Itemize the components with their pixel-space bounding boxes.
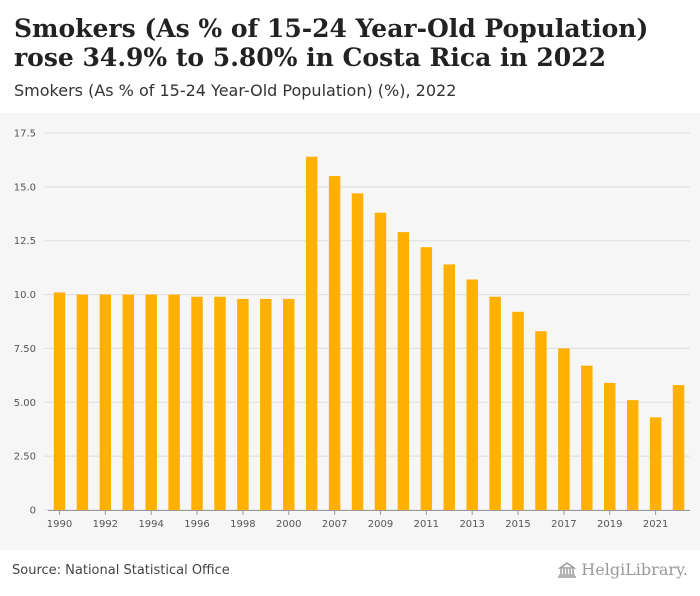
x-tick-label: 2013 — [459, 519, 484, 530]
chart-area: 0 2.50 5.00 7.50 10.0 12.5 15.0 17.5 1990 1992 199… — [0, 113, 700, 550]
library-building-icon — [557, 561, 577, 578]
bar-2021 — [649, 417, 662, 510]
x-tick-label: 2009 — [368, 519, 393, 530]
x-tick-label: 2000 — [276, 519, 301, 530]
bar-1996 — [191, 296, 203, 510]
chart-title: Smokers (As % of 15-24 Year-Old Populati… — [14, 14, 649, 72]
source-note: Source: National Statistical Office — [12, 563, 230, 578]
x-tick-label: 2019 — [597, 519, 622, 530]
bar-2010 — [397, 232, 410, 510]
y-tick-label: 5.00 — [14, 398, 36, 409]
bar-2018 — [581, 365, 593, 510]
bar-2011 — [420, 247, 433, 511]
bar-2014 — [489, 296, 501, 510]
y-tick-label: 15.0 — [14, 182, 36, 193]
y-tick-label: 10.0 — [14, 290, 36, 301]
bar-1991 — [76, 294, 89, 510]
y-tick-label: 2.50 — [14, 452, 36, 463]
bar-2019 — [604, 382, 616, 510]
bar-1997 — [214, 296, 226, 510]
x-tick-label: 2017 — [551, 519, 576, 530]
y-tick-label: 12.5 — [14, 236, 36, 247]
bar-1993 — [122, 294, 134, 510]
x-tick-label: 2021 — [643, 519, 668, 530]
bar-2007 — [328, 176, 341, 511]
bar-2000 — [283, 298, 295, 510]
bar-2016 — [535, 331, 547, 510]
bar-2012 — [443, 264, 455, 510]
bar-1995 — [168, 294, 180, 510]
y-tick-label: 0 — [30, 506, 36, 517]
bar-1999 — [260, 298, 272, 510]
bar-2015 — [512, 311, 524, 510]
bar-chart: 0 2.50 5.00 7.50 10.0 12.5 15.0 17.5 1990 1992 199… — [14, 129, 690, 530]
bar-1998 — [237, 298, 249, 510]
x-tick-label: 1996 — [184, 519, 209, 530]
x-tick-label: 1998 — [230, 519, 255, 530]
bar-1992 — [99, 294, 112, 510]
brand-name: HelgiLibrary. — [581, 560, 688, 579]
x-tick-label: 1992 — [93, 519, 118, 530]
bar-2020 — [626, 400, 639, 510]
x-tick-label: 1990 — [47, 519, 72, 530]
y-tick-label: 7.50 — [14, 344, 36, 355]
bar-2006 — [305, 156, 318, 510]
bar-2013 — [466, 279, 478, 510]
brand-logo: HelgiLibrary. — [557, 560, 688, 579]
x-tick-label: 2011 — [414, 519, 439, 530]
bar-1990 — [53, 292, 66, 510]
chart-subtitle: Smokers (As % of 15-24 Year-Old Populati… — [14, 81, 457, 100]
bar-2009 — [374, 212, 387, 511]
x-tick-label: 2007 — [322, 519, 347, 530]
x-tick-label: 1994 — [138, 519, 163, 530]
bar-2022 — [672, 385, 685, 510]
bar-1994 — [145, 294, 157, 510]
bar-2017 — [558, 348, 570, 510]
y-tick-label: 17.5 — [14, 129, 36, 140]
bar-2008 — [351, 193, 364, 510]
x-tick-label: 2015 — [505, 519, 530, 530]
